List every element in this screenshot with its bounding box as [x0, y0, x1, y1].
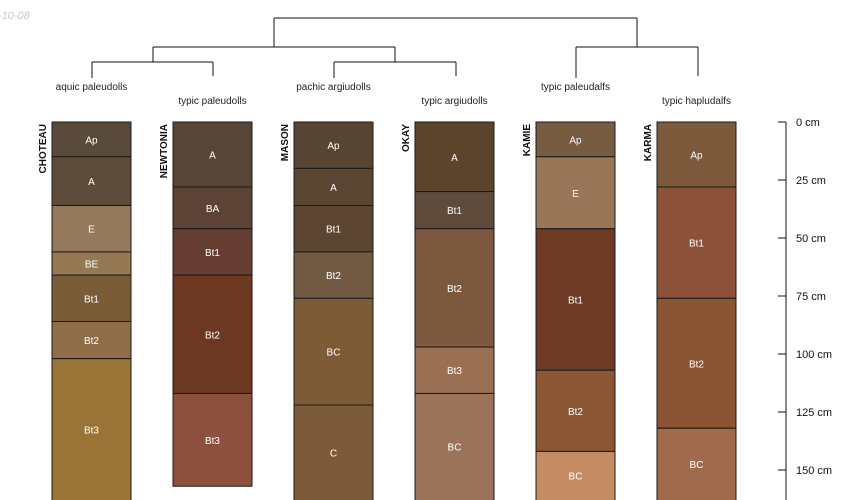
horizon-bt2	[535, 369, 616, 452]
profile-newtonia: typic paleudolls NEWTONIA A BA Bt1 Bt2 Bt3	[159, 96, 253, 487]
depth-tick-label: 50 cm	[796, 233, 826, 245]
horizon-label: Bt2	[205, 330, 220, 341]
profile-name: MASON	[280, 124, 291, 161]
horizon-e	[535, 156, 616, 230]
horizon-bt2	[414, 228, 495, 348]
horizon-label: Ap	[690, 150, 703, 161]
horizon-label: Bt2	[84, 336, 99, 347]
horizon-label: Bt2	[326, 271, 341, 282]
horizon-label: Bt2	[689, 359, 704, 370]
profile-name: OKAY	[401, 124, 412, 152]
profile-kamie: typic paleudalfs KAMIE Ap E Bt1 Bt2 BC	[522, 82, 616, 500]
taxon-label: typic hapludalfs	[662, 96, 731, 107]
depth-tick-label: 25 cm	[796, 175, 826, 187]
horizon-label: Bt1	[568, 295, 583, 306]
horizon-label: A	[451, 153, 458, 164]
horizon-bc	[293, 297, 374, 406]
profile-name: CHOTEAU	[38, 124, 49, 173]
profile-name: KARMA	[643, 124, 654, 161]
profile-karma: typic hapludalfs KARMA Ap Bt1 Bt2 BC	[643, 96, 737, 500]
profile-mason: pachic argiudolls MASON Ap A Bt1 Bt2 BC C	[280, 82, 374, 500]
horizon-e	[51, 205, 132, 253]
depth-tick-label: 125 cm	[796, 407, 832, 419]
horizon-label: Bt1	[689, 239, 704, 250]
horizon-label: Bt1	[84, 294, 99, 305]
depth-tick-label: 75 cm	[796, 291, 826, 303]
horizon-a	[51, 156, 132, 207]
horizon-bc	[414, 392, 495, 500]
horizon-bt2	[51, 321, 132, 360]
horizon-label: Ap	[569, 135, 582, 146]
depth-tick-label: 150 cm	[796, 465, 832, 477]
horizon-bt2	[656, 297, 737, 429]
horizon-label: A	[88, 177, 95, 188]
horizon-label: A	[209, 150, 216, 161]
depth-tick-label: 100 cm	[796, 349, 832, 361]
horizon-label: Ap	[85, 135, 98, 146]
horizon-label: Bt1	[326, 225, 341, 236]
horizon-label: A	[330, 183, 337, 194]
horizon-label: BC	[569, 472, 583, 483]
taxon-label: typic paleudolls	[178, 96, 246, 107]
horizon-bt3	[51, 358, 132, 500]
horizon-label: BC	[690, 460, 704, 471]
horizon-label: Bt3	[447, 366, 462, 377]
horizon-bt1	[51, 274, 132, 323]
horizon-bt1	[535, 228, 616, 371]
taxon-label: pachic argiudolls	[296, 82, 371, 93]
horizon-label: Bt1	[447, 206, 462, 217]
horizon-label: C	[330, 449, 337, 460]
profile-name: NEWTONIA	[159, 124, 170, 178]
dendrogram	[91, 17, 699, 78]
horizon-label: Bt1	[205, 248, 220, 259]
taxon-label: typic argiudolls	[421, 96, 487, 107]
horizon-ap	[51, 121, 132, 158]
horizon-bt1	[172, 228, 253, 276]
horizon-label: BC	[448, 443, 462, 454]
horizon-bc	[656, 427, 737, 500]
horizon-label: Ap	[327, 141, 340, 152]
horizon-c	[293, 404, 374, 500]
horizon-bt1	[414, 191, 495, 230]
horizon-ap	[535, 121, 616, 158]
taxon-label: typic paleudalfs	[541, 82, 610, 93]
horizon-bc	[535, 450, 616, 500]
horizon-bt2	[172, 274, 253, 394]
horizon-a	[414, 121, 495, 193]
horizon-a	[172, 121, 253, 188]
horizon-bt3	[414, 346, 495, 394]
horizon-bt3	[172, 392, 253, 487]
depth-axis: 0 cm 25 cm 50 cm 75 cm 100 cm 125 cm 150 cm	[778, 117, 832, 500]
horizon-label: Bt3	[84, 425, 99, 436]
horizon-label: E	[88, 225, 95, 236]
date-fragment: -10-08	[0, 10, 31, 22]
profile-okay: typic argiudolls OKAY A Bt1 Bt2 Bt3 BC	[401, 96, 495, 500]
horizon-bt1	[293, 205, 374, 253]
horizon-bt2	[293, 251, 374, 299]
horizon-a	[293, 167, 374, 207]
horizon-label: BC	[327, 348, 341, 359]
profile-name: KAMIE	[522, 124, 533, 157]
horizon-ap	[293, 121, 374, 169]
taxon-label: aquic paleudolls	[56, 82, 128, 93]
profile-choteau: aquic paleudolls CHOTEAU Ap A E BE Bt1 Bt2 Bt3	[38, 82, 132, 500]
horizon-label: Bt2	[447, 284, 462, 295]
depth-tick-label: 0 cm	[796, 117, 820, 129]
horizon-label: BA	[206, 204, 220, 215]
horizon-label: Bt3	[205, 436, 220, 447]
horizon-label: Bt2	[568, 407, 583, 418]
horizon-label: BE	[85, 260, 99, 271]
horizon-label: E	[572, 189, 579, 200]
